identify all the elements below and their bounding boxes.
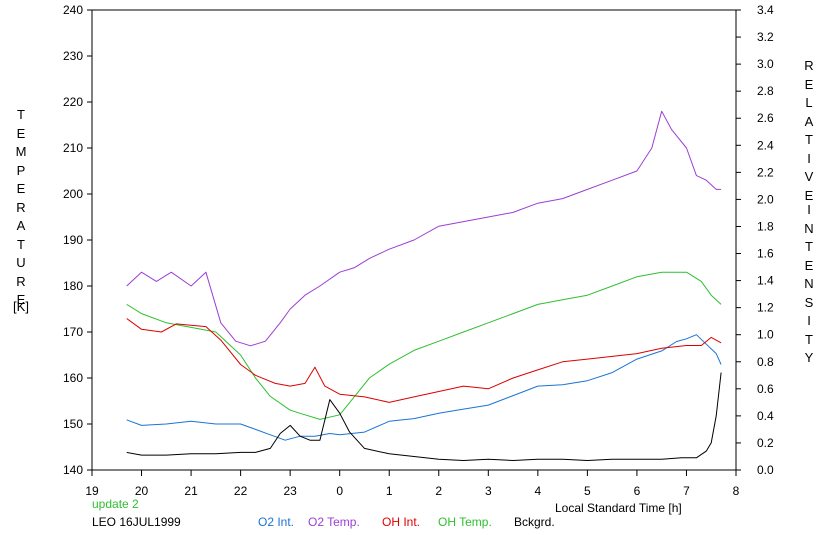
right-tick-label: 3.4 <box>757 3 774 17</box>
axis-label-letter: Y <box>804 350 814 365</box>
left-tick-label: 200 <box>63 187 83 201</box>
x-tick-label: 19 <box>85 484 99 498</box>
left-tick-label: 140 <box>63 463 83 477</box>
legend-entry: Bckgrd. <box>514 515 555 529</box>
legend-entry: OH Int. <box>382 515 421 529</box>
left-tick-label: 150 <box>63 417 83 431</box>
axis-label-letter: E <box>16 125 26 141</box>
axis-label-letter: T <box>17 236 25 252</box>
left-axis-unit: [K] <box>13 299 29 314</box>
left-tick-label: 210 <box>63 141 83 155</box>
axis-label-letter: A <box>16 218 26 233</box>
legend-entry: OH Temp. <box>438 515 492 529</box>
right-tick-label: 0.0 <box>757 463 774 477</box>
axis-label-letter: A <box>804 113 814 129</box>
axis-label-letter: E <box>16 292 26 307</box>
right-axis: 0.0 0.2 0.4 0.6 0.8 1.0 1.2 1.4 1.6 1.8 2.0 2.2 2.4 2… <box>736 3 774 477</box>
x-tick-label: 2 <box>435 484 442 498</box>
left-tick-label: 190 <box>63 233 83 247</box>
right-tick-label: 3.2 <box>757 30 774 44</box>
right-tick-label: 0.2 <box>757 436 774 450</box>
right-tick-label: 2.2 <box>757 165 774 179</box>
left-tick-label: 180 <box>63 279 83 293</box>
axis-label-letter: T <box>805 132 813 147</box>
series-line-bckgrd <box>126 372 722 461</box>
x-tick-label: 20 <box>135 484 149 498</box>
series-line-o2-int <box>126 334 722 441</box>
axis-label-letter: T <box>805 331 813 347</box>
x-tick-label: 8 <box>733 484 740 498</box>
x-tick-label: 4 <box>535 484 542 498</box>
x-tick-label: 5 <box>584 484 591 498</box>
right-tick-label: 0.8 <box>757 355 774 369</box>
series-line-oh-temp <box>126 271 722 420</box>
x-tick-label: 1 <box>386 484 393 498</box>
axis-label-letter: V <box>804 169 814 184</box>
axis-label-letter: I <box>807 202 811 217</box>
axis-label-letter: N <box>804 276 814 291</box>
series-layer <box>126 110 722 461</box>
right-tick-label: 0.4 <box>757 409 774 423</box>
right-tick-label: 2.0 <box>757 192 774 206</box>
legend-entry: O2 Temp. <box>308 515 360 529</box>
x-tick-label: 0 <box>336 484 343 498</box>
x-tick-label: 22 <box>234 484 248 498</box>
right-tick-label: 1.6 <box>757 247 774 261</box>
right-tick-label: 1.2 <box>757 301 774 315</box>
axis-label-letter: E <box>804 257 814 273</box>
axis-label-letter: E <box>804 187 814 203</box>
right-tick-label: 1.4 <box>757 274 774 288</box>
axis-label-letter: U <box>16 255 26 270</box>
right-tick-label: 1.8 <box>757 219 774 233</box>
x-axis: 19 20 21 22 23 0 1 2 3 4 5 6 7 8 <box>85 470 740 498</box>
axis-label-letter: S <box>804 294 814 310</box>
axis-label-letter: M <box>15 144 27 159</box>
right-tick-label: 1.0 <box>757 328 774 342</box>
x-tick-label: 3 <box>485 484 492 498</box>
axis-label-letter: L <box>805 95 813 110</box>
axis-label-letter: I <box>807 150 811 166</box>
axis-label-letter: E <box>16 181 26 196</box>
left-tick-label: 240 <box>63 3 83 17</box>
update-note: update 2 <box>92 497 139 511</box>
left-axis: 140 150 160 170 180 190 200 210 220 230 240 <box>63 3 92 477</box>
x-tick-label: 7 <box>683 484 690 498</box>
axis-label-letter: T <box>805 239 813 254</box>
right-tick-label: 2.6 <box>757 111 774 125</box>
axis-label-letter: R <box>16 273 26 289</box>
axis-label-letter: E <box>804 76 814 92</box>
series-line-o2-temp <box>126 110 722 347</box>
axis-label-letter: N <box>804 220 814 236</box>
axis-label-letter: T <box>17 107 25 122</box>
location-date: LEO 16JUL1999 <box>92 515 181 529</box>
axis-label-letter: R <box>804 58 814 73</box>
right-tick-label: 2.4 <box>757 138 774 152</box>
axis-label-letter: I <box>807 313 811 328</box>
right-tick-label: 3.0 <box>757 57 774 71</box>
right-tick-label: 2.8 <box>757 84 774 98</box>
axis-label-letter: R <box>16 199 26 215</box>
left-tick-label: 160 <box>63 371 83 385</box>
x-tick-label: 6 <box>634 484 641 498</box>
left-tick-label: 230 <box>63 49 83 63</box>
x-tick-label: 21 <box>184 484 198 498</box>
legend-entry: O2 Int. <box>258 515 295 529</box>
series-line-oh-int <box>126 318 722 403</box>
axis-label-letter: P <box>16 162 26 178</box>
x-axis-label: Local Standard Time [h] <box>555 501 682 515</box>
x-tick-label: 23 <box>283 484 297 498</box>
left-tick-label: 220 <box>63 95 83 109</box>
right-tick-label: 0.6 <box>757 382 774 396</box>
left-tick-label: 170 <box>63 325 83 339</box>
